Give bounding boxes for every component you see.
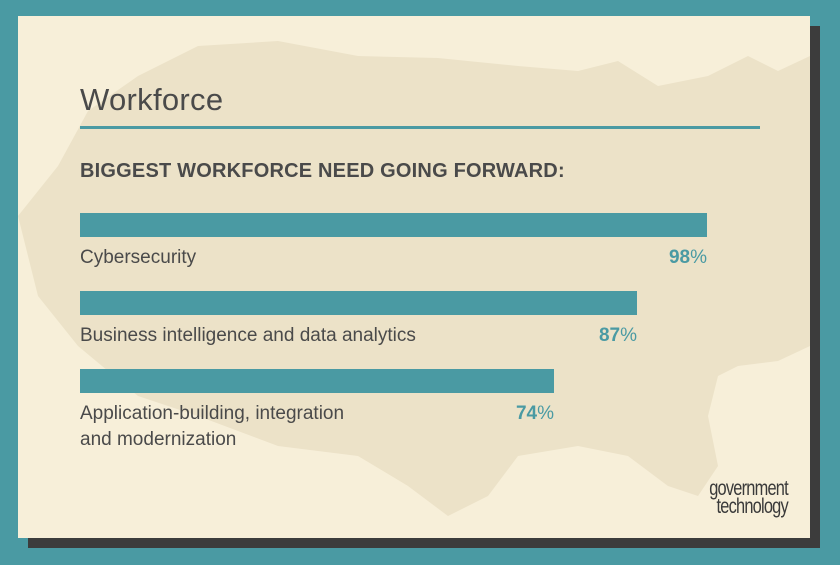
bar-value-1: 98%: [668, 247, 707, 268]
bar-value-3: 74%: [515, 403, 554, 424]
us-map-background: [18, 41, 810, 516]
bar-label-3: Application-building, integration and mo…: [80, 403, 345, 450]
logo-line-1: government: [709, 477, 788, 500]
bar-label-2: Business intelligence and data analytics: [80, 325, 416, 346]
bar-chart: Cybersecurity 98% Business intelligence an…: [18, 16, 810, 538]
bar-3: [80, 369, 554, 393]
bar-value-2: 87%: [598, 325, 637, 346]
infographic-card: Workforce BIGGEST WORKFORCE NEED GOING F…: [18, 16, 810, 538]
bar-1: [80, 213, 707, 237]
chart-title: BIGGEST WORKFORCE NEED GOING FORWARD:: [80, 160, 565, 182]
page-title: Workforce: [80, 82, 224, 117]
logo-line-2: technology: [716, 495, 789, 518]
bar-2: [80, 291, 637, 315]
bar-label-1: Cybersecurity: [80, 247, 197, 268]
title-divider: [80, 126, 760, 129]
government-technology-logo: government technology: [687, 477, 789, 518]
